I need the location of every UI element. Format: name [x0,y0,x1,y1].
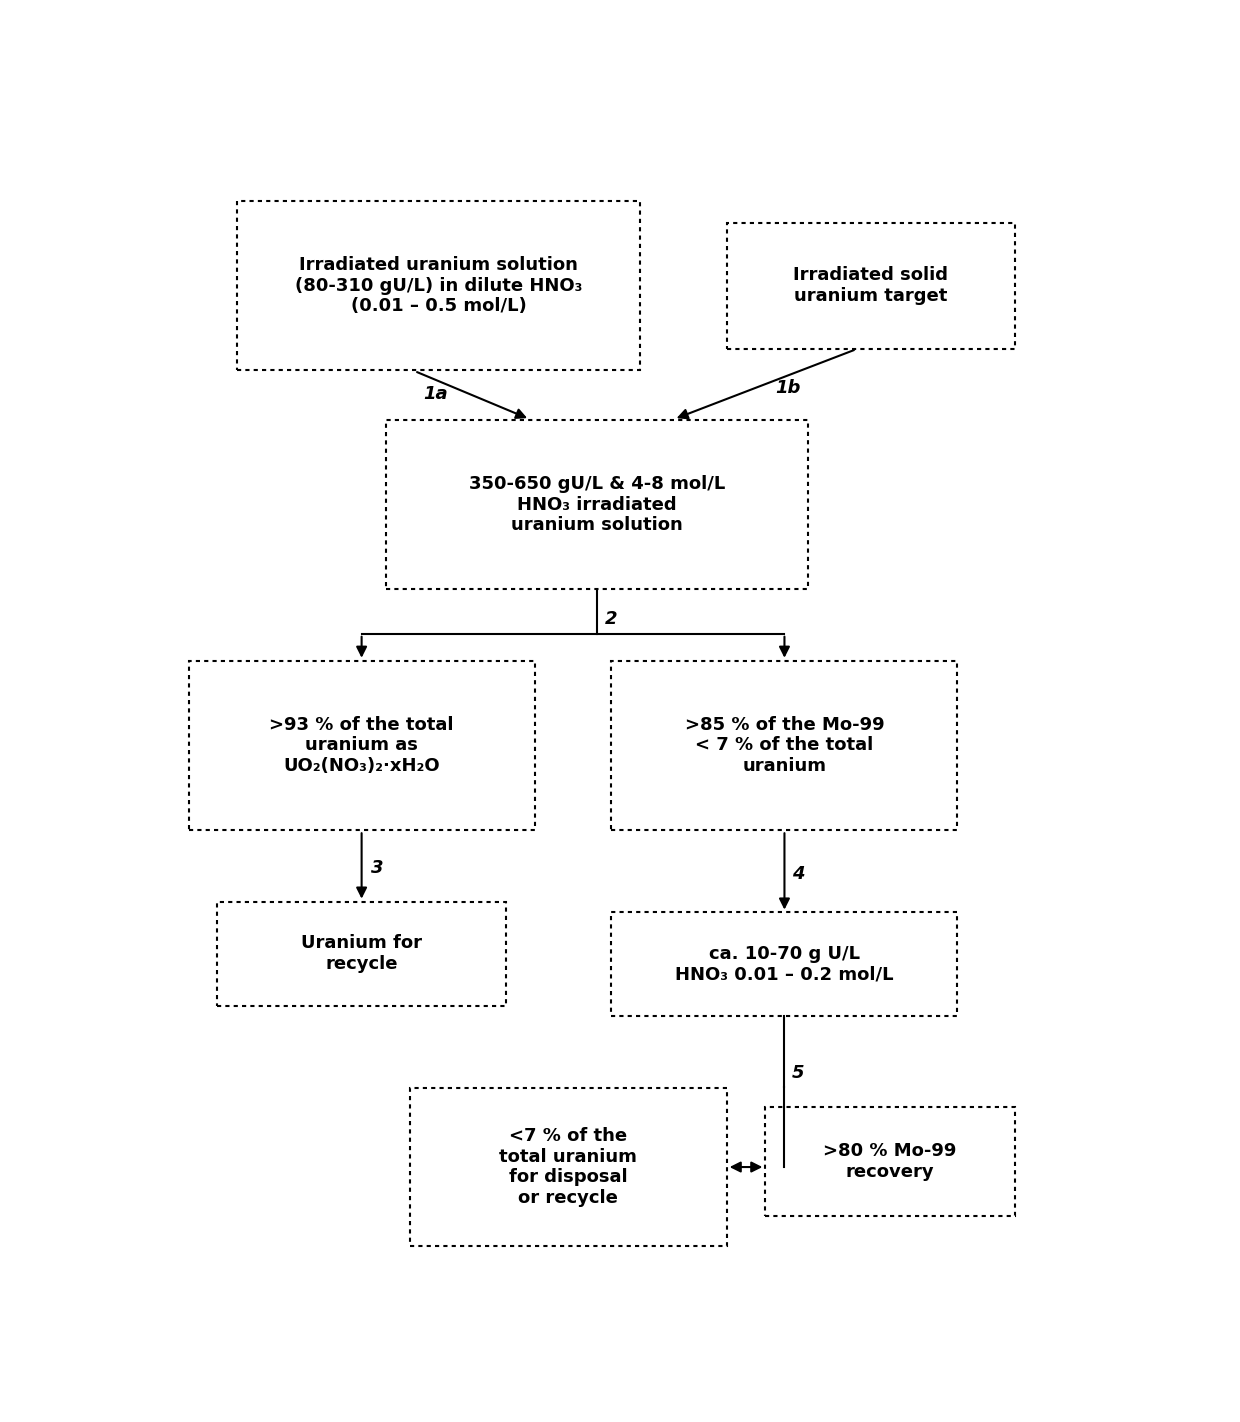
Text: <7 % of the
total uranium
for disposal
or recycle: <7 % of the total uranium for disposal o… [500,1126,637,1207]
FancyBboxPatch shape [237,201,640,371]
FancyBboxPatch shape [611,661,957,830]
Text: Irradiated uranium solution
(80-310 gU/L) in dilute HNO₃
(0.01 – 0.5 mol/L): Irradiated uranium solution (80-310 gU/L… [295,256,583,316]
Text: 1b: 1b [775,380,800,397]
Text: 5: 5 [792,1064,805,1082]
FancyBboxPatch shape [409,1088,727,1247]
FancyBboxPatch shape [217,902,506,1005]
Text: 2: 2 [605,610,618,629]
FancyBboxPatch shape [727,223,1016,348]
FancyBboxPatch shape [386,419,808,590]
Text: >80 % Mo-99
recovery: >80 % Mo-99 recovery [823,1142,957,1180]
Text: Irradiated solid
uranium target: Irradiated solid uranium target [794,266,949,304]
Text: 350-650 gU/L & 4-8 mol/L
HNO₃ irradiated
uranium solution: 350-650 gU/L & 4-8 mol/L HNO₃ irradiated… [469,475,725,535]
Text: >93 % of the total
uranium as
UO₂(NO₃)₂·xH₂O: >93 % of the total uranium as UO₂(NO₃)₂·… [269,715,454,775]
Text: 4: 4 [792,865,805,883]
Text: Uranium for
recycle: Uranium for recycle [301,934,422,973]
FancyBboxPatch shape [611,913,957,1017]
Text: 1a: 1a [424,385,448,402]
Text: ca. 10-70 g U/L
HNO₃ 0.01 – 0.2 mol/L: ca. 10-70 g U/L HNO₃ 0.01 – 0.2 mol/L [676,946,894,984]
Text: 3: 3 [371,859,383,877]
Text: >85 % of the Mo-99
< 7 % of the total
uranium: >85 % of the Mo-99 < 7 % of the total ur… [684,715,884,775]
FancyBboxPatch shape [765,1106,1016,1216]
FancyBboxPatch shape [188,661,534,830]
